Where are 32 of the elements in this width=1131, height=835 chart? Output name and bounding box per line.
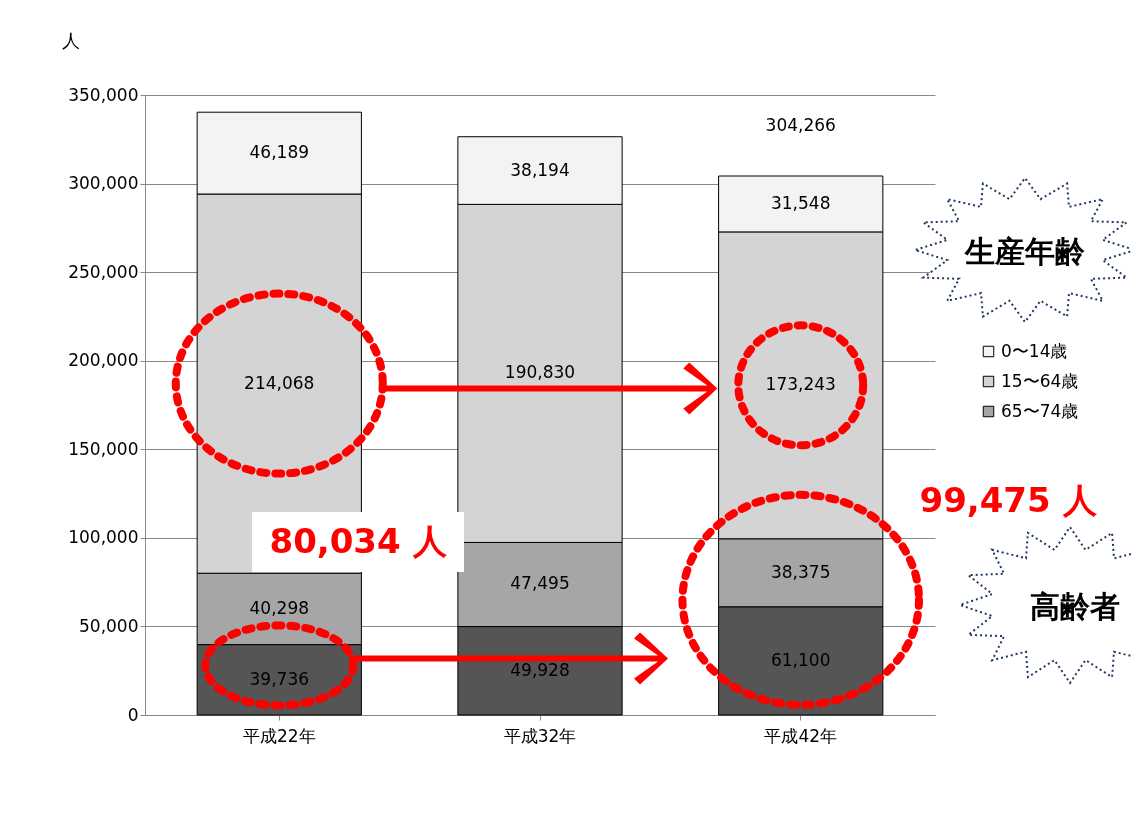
y-tick-label: 150,000 bbox=[68, 438, 139, 459]
x-tick-label: 平成22年 bbox=[242, 725, 316, 746]
data-label: 214,068 bbox=[244, 372, 315, 393]
y-tick-label: 250,000 bbox=[68, 261, 139, 282]
y-tick-label: 50,000 bbox=[79, 615, 139, 636]
text: 生産年齢 bbox=[964, 234, 1085, 269]
data-label: 173,243 bbox=[765, 374, 836, 395]
y-tick-label: 100,000 bbox=[68, 527, 139, 548]
data-label: 49,928 bbox=[510, 659, 570, 680]
data-label: 47,495 bbox=[510, 573, 570, 594]
data-label: 190,830 bbox=[504, 362, 576, 383]
y-tick-label: 200,000 bbox=[68, 350, 139, 371]
legend-label: 65〜74歳 bbox=[1001, 400, 1079, 421]
data-label: 39,736 bbox=[249, 668, 310, 689]
x-tick-label: 平成42年 bbox=[764, 725, 838, 746]
annotation: 80,034 人 bbox=[269, 521, 448, 561]
legend-label: 15〜64歳 bbox=[1001, 370, 1079, 391]
annotation: 99,475 人 bbox=[919, 480, 1098, 520]
y-axis-title: 人 bbox=[61, 29, 80, 51]
data-label: 38,375 bbox=[770, 561, 831, 582]
data-label: 31,548 bbox=[770, 192, 831, 213]
y-tick-label: 300,000 bbox=[68, 173, 139, 194]
y-tick-label: 350,000 bbox=[68, 84, 139, 105]
data-label: 40,298 bbox=[249, 597, 310, 618]
y-tick-label: 0 bbox=[127, 704, 139, 725]
text: 高齢者 bbox=[1030, 589, 1120, 624]
data-label: 61,100 bbox=[770, 649, 831, 670]
x-tick-label: 平成32年 bbox=[503, 725, 577, 746]
legend-label: 0〜14歳 bbox=[1001, 340, 1068, 361]
data-label: 46,189 bbox=[249, 142, 310, 163]
total-label: 304,266 bbox=[765, 115, 836, 136]
data-label: 38,194 bbox=[510, 159, 570, 180]
